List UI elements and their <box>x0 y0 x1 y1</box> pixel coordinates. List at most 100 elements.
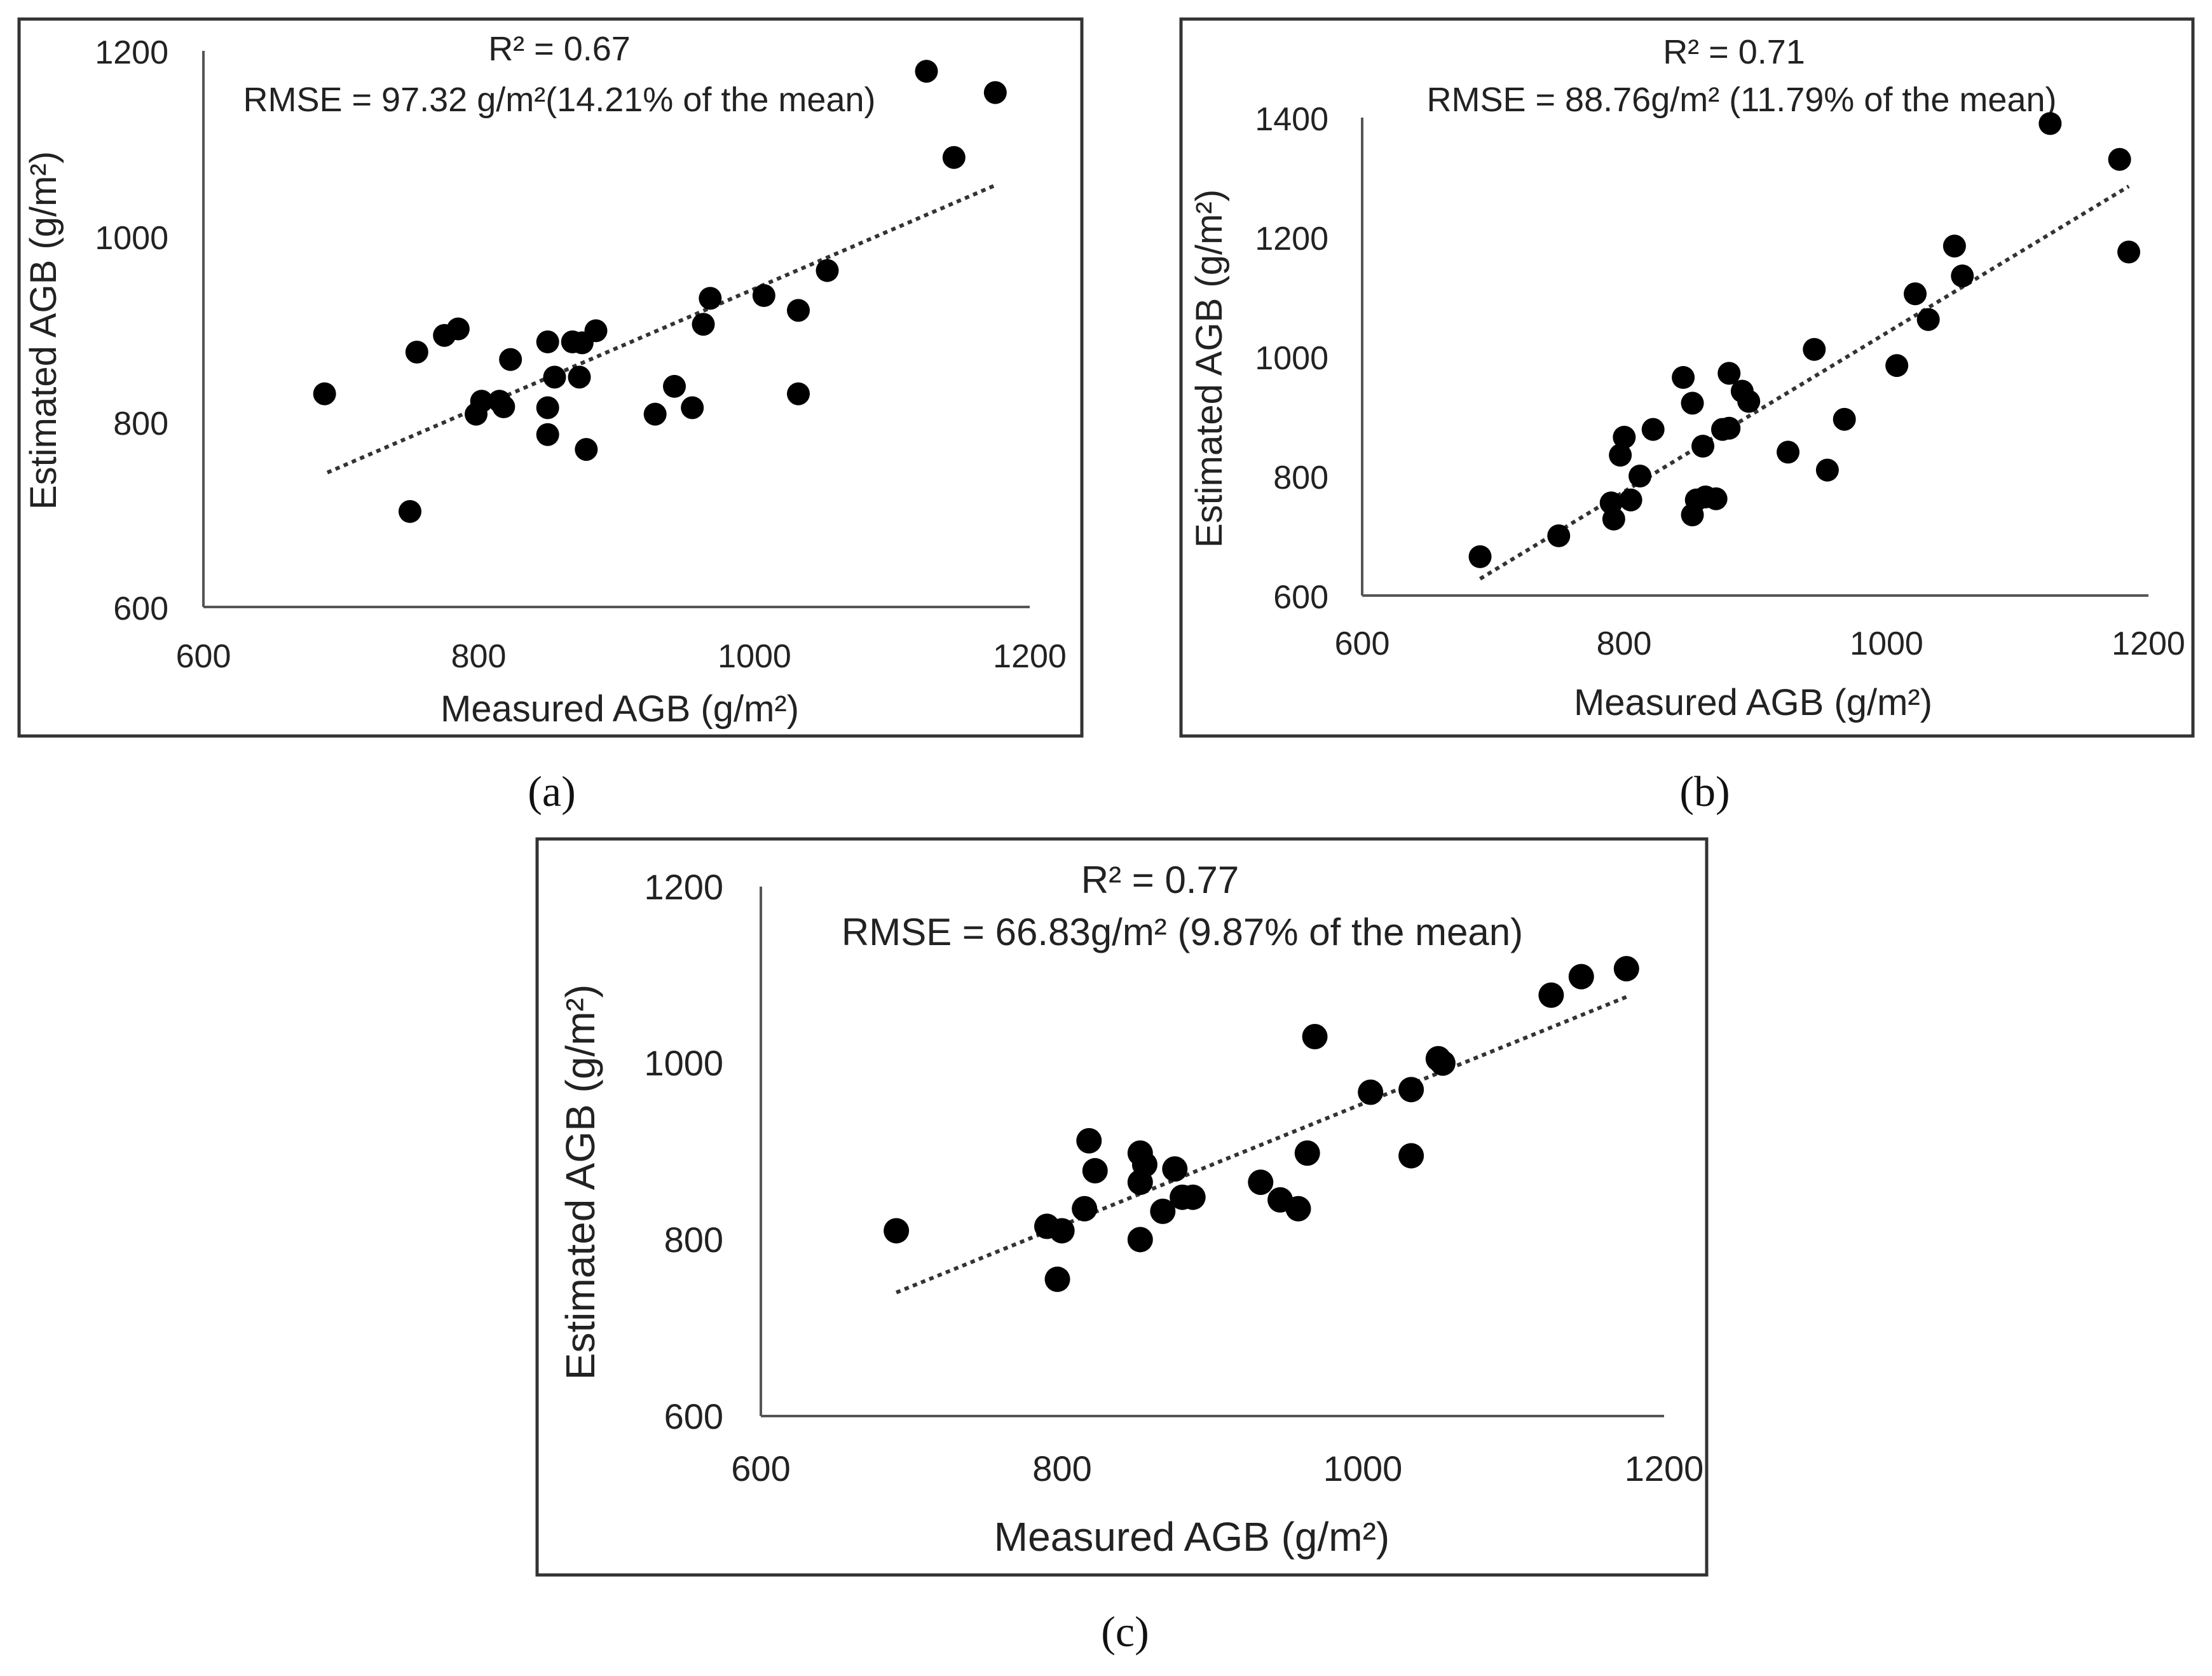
panel-b-xtick-label: 1200 <box>2112 625 2185 662</box>
panel-c-x-axis-label: Measured AGB (g/m²) <box>994 1514 1389 1560</box>
panel-a-xtick-label: 600 <box>176 638 231 675</box>
panel-b-xtick-label: 600 <box>1335 625 1390 662</box>
panel-b-data-point <box>1628 465 1652 487</box>
panel-a-marks <box>313 60 1007 523</box>
panel-a-ytick-label: 800 <box>113 405 168 442</box>
panel-a-data-point <box>787 299 810 322</box>
panel-b-y-axis-label: Estimated AGB (g/m²) <box>1189 189 1230 548</box>
panel-a-data-point <box>575 438 598 461</box>
panel-b-data-point <box>1681 392 1704 415</box>
panel-c-xtick-label: 1200 <box>1625 1448 1704 1489</box>
panel-c-xtick-label: 800 <box>1032 1448 1091 1489</box>
panel-b-data-point <box>1916 308 1940 331</box>
panel-b-data-point <box>1602 507 1625 531</box>
panel-b-data-point <box>1691 435 1715 458</box>
panel-a-data-point <box>692 313 715 336</box>
panel-b-ytick-label: 600 <box>1273 579 1328 616</box>
panel-b-x-axis-label: Measured AGB (g/m²) <box>1574 682 1932 723</box>
panel-a-data-point <box>470 390 493 413</box>
panel-c-frame <box>535 837 1709 1577</box>
panel-c-data-point <box>1072 1196 1098 1222</box>
panel-a-y-axis-label: Estimated AGB (g/m²) <box>23 151 64 510</box>
panel-b-data-point <box>2108 147 2131 171</box>
panel-b-ytick-label: 1400 <box>1255 101 1328 138</box>
panel-b-data-point <box>1777 440 1800 464</box>
panel-a-data-point <box>492 395 515 418</box>
panel-a-x-axis-label: Measured AGB (g/m²) <box>440 688 799 730</box>
panel-c-marks <box>884 956 1639 1295</box>
panel-a-data-point <box>681 396 704 419</box>
panel-a-data-point <box>536 396 559 419</box>
panel-c-data-point <box>1568 964 1594 990</box>
panel-b-data-point <box>1717 416 1741 440</box>
panel-a-data-point <box>787 382 810 405</box>
panel-c-xtick-label: 1000 <box>1323 1448 1403 1489</box>
panel-b-xtick-label: 800 <box>1597 625 1652 662</box>
panel-b-data-point <box>1815 458 1839 482</box>
panel-c-data-point <box>1150 1198 1176 1224</box>
panel-b-data-point <box>1737 390 1761 413</box>
panel-b-trendline <box>1478 184 2130 581</box>
panel-b-data-point <box>2038 112 2062 135</box>
panel-a-data-point <box>983 81 1007 104</box>
panel-a-xtick-label: 1000 <box>718 638 791 675</box>
panel-c-ytick-label: 800 <box>664 1220 723 1260</box>
panel-a-data-point <box>915 60 938 83</box>
panel-c-data-point <box>1049 1218 1075 1244</box>
panel-b: 600 800 1000 1200 1400 600 800 1000 1200… <box>1179 17 2195 815</box>
panel-c-data-point <box>1044 1266 1070 1292</box>
panel-b-data-point <box>1641 418 1665 441</box>
panel-b-data-point <box>1672 365 1695 389</box>
panel-b-data-point <box>1613 425 1636 449</box>
panel-b-data-point <box>1951 264 1974 288</box>
panel-c-ytick-label: 600 <box>664 1396 723 1436</box>
panel-a-data-point <box>543 365 566 389</box>
panel-a-xtick-label: 800 <box>451 638 507 675</box>
panel-a-data-point <box>568 365 591 389</box>
panel-b-ytick-label: 1200 <box>1255 221 1328 257</box>
panel-a-trendline <box>326 183 997 475</box>
panel-c-y-axis-label: Estimated AGB (g/m²) <box>557 984 603 1380</box>
panel-a-data-point <box>536 423 559 446</box>
panel-a-data-point <box>643 402 667 426</box>
panel-c-data-point <box>1294 1140 1320 1166</box>
panel-c-data-point <box>1302 1024 1328 1050</box>
panel-a-data-point <box>313 382 336 405</box>
panel-c-data-point <box>1613 956 1639 982</box>
panel-c-data-point <box>1538 982 1564 1008</box>
panel-a-rmse-label: RMSE = 97.32 g/m²(14.21% of the mean) <box>243 81 876 119</box>
panel-a-data-point <box>699 287 722 310</box>
panel-a-data-point <box>405 340 428 364</box>
panel-a-xtick-label: 1200 <box>993 638 1067 675</box>
panel-a-data-point <box>942 146 966 169</box>
panel-c-data-point <box>1162 1156 1188 1182</box>
panel-c-data-point <box>1131 1152 1157 1178</box>
panel-b-r2-label: R² = 0.71 <box>1663 33 1805 71</box>
panel-c-data-point <box>1398 1077 1424 1103</box>
panel-a: 600 800 1000 1200 600 800 1000 1200 Meas… <box>17 17 1084 815</box>
panel-a-data-point <box>536 330 559 353</box>
panel-b-data-point <box>1704 487 1728 510</box>
panel-c-ytick-label: 1200 <box>644 867 723 907</box>
panel-b-data-point <box>1904 282 1927 306</box>
panel-c-caption: (c) <box>1101 1607 1149 1656</box>
panel-a-ytick-label: 600 <box>113 590 168 627</box>
panel-c-data-point <box>1180 1184 1206 1210</box>
panel-c-data-point <box>1082 1158 1108 1184</box>
panel-c-data-point <box>1358 1079 1384 1105</box>
panel-c-xtick-label: 600 <box>731 1448 790 1489</box>
panel-a-data-point <box>584 319 608 343</box>
panel-b-data-point <box>1619 488 1642 512</box>
panel-a-caption: (a) <box>528 767 575 815</box>
panel-c-data-point <box>1127 1227 1153 1253</box>
panel-c-data-point <box>1285 1196 1311 1222</box>
panel-c-ytick-label: 1000 <box>644 1043 723 1083</box>
panel-a-ytick-label: 1200 <box>95 34 168 71</box>
panel-c-data-point <box>1430 1050 1456 1076</box>
panel-b-data-point <box>1803 337 1826 361</box>
panel-b-data-point <box>1717 362 1741 385</box>
panel-b-marks <box>1468 112 2141 581</box>
panel-b-data-point <box>1609 444 1632 467</box>
panel-b-data-point <box>1942 235 1966 258</box>
